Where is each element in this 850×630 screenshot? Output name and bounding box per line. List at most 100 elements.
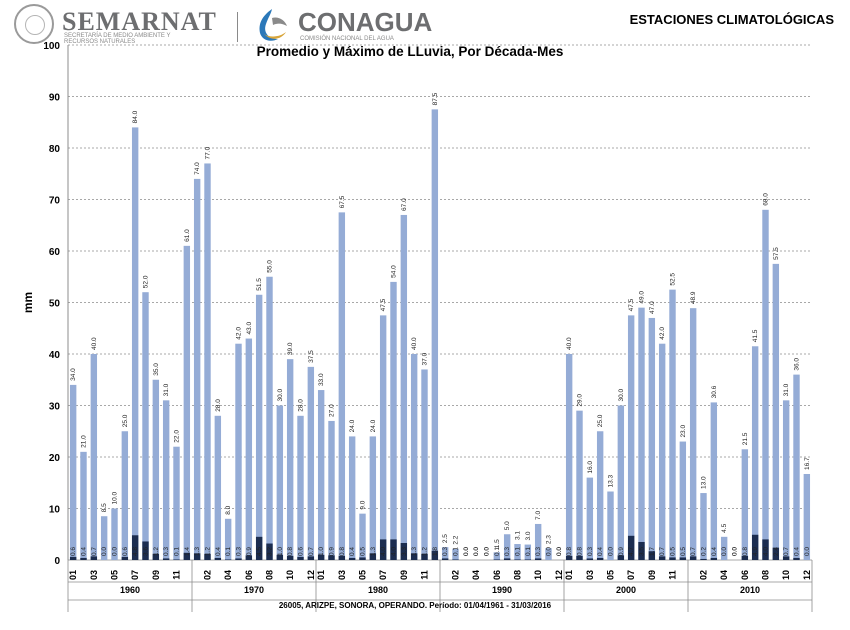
y-axis-label: mm xyxy=(21,292,35,313)
avg-data-label: 0.5 xyxy=(360,547,367,556)
max-bar xyxy=(741,449,749,560)
avg-data-label: 0.9 xyxy=(246,547,253,556)
avg-data-label: 0.8 xyxy=(742,547,749,556)
avg-bar xyxy=(782,556,790,560)
max-data-label: 67.5 xyxy=(339,195,346,208)
max-data-label: 61.0 xyxy=(184,229,191,242)
avg-bar xyxy=(193,553,201,560)
max-bar xyxy=(348,436,356,560)
avg-bar xyxy=(235,558,242,560)
max-bar xyxy=(793,374,800,560)
max-data-label: 43.0 xyxy=(246,322,253,335)
avg-bar xyxy=(297,556,304,560)
avg-bar xyxy=(286,555,294,560)
max-bar xyxy=(131,127,139,561)
y-tick-label: 60 xyxy=(49,247,61,258)
avg-bar xyxy=(772,547,780,560)
max-bar xyxy=(669,289,676,560)
avg-bar xyxy=(751,534,759,560)
max-bar xyxy=(286,359,294,560)
avg-bar xyxy=(90,556,98,560)
avg-bar xyxy=(266,543,273,560)
y-tick-label: 10 xyxy=(49,505,61,516)
avg-data-label: 0.9 xyxy=(618,547,625,556)
max-bar xyxy=(266,276,273,560)
max-data-label: 8.0 xyxy=(225,505,232,514)
avg-data-label: 0.5 xyxy=(680,547,687,556)
month-tick-label: 07 xyxy=(130,570,140,580)
max-data-label: 3.1 xyxy=(515,531,522,540)
max-data-label: 1.5 xyxy=(494,539,501,548)
month-tick-label: 08 xyxy=(265,570,275,580)
avg-data-label: 0.4 xyxy=(81,547,88,556)
avg-data-label: 3.2 xyxy=(267,547,274,556)
avg-data-label: 3.5 xyxy=(639,547,646,556)
max-data-label: 34.0 xyxy=(70,368,77,381)
max-bar xyxy=(607,491,614,560)
avg-data-label: 0.1 xyxy=(225,547,232,556)
max-data-label: 2.2 xyxy=(453,535,460,544)
avg-data-label: 0.4 xyxy=(215,547,222,556)
max-data-label: 16.7 xyxy=(804,457,811,470)
max-data-label: 28.0 xyxy=(215,399,222,412)
max-data-label: 30.0 xyxy=(277,388,284,401)
avg-data-label: 0.8 xyxy=(577,547,584,556)
avg-bar xyxy=(534,558,542,560)
avg-bar xyxy=(565,555,573,560)
month-tick-label: 03 xyxy=(337,570,347,580)
avg-data-label: 1.0 xyxy=(318,547,325,556)
month-tick-label: 09 xyxy=(399,570,409,580)
month-tick-label: 04 xyxy=(223,570,233,580)
avg-bar xyxy=(679,557,687,560)
avg-data-label: 4.0 xyxy=(380,547,387,556)
max-bar xyxy=(493,552,501,560)
y-tick-label: 50 xyxy=(49,299,61,310)
y-tick-label: 20 xyxy=(49,453,61,464)
avg-data-label: 0.0 xyxy=(473,547,480,556)
y-tick-label: 40 xyxy=(49,350,61,361)
max-bar xyxy=(152,379,160,560)
avg-data-label: 1.2 xyxy=(153,547,160,556)
month-tick-label: 12 xyxy=(306,570,316,580)
avg-bar xyxy=(173,559,180,560)
max-bar xyxy=(317,390,325,560)
max-bar xyxy=(524,544,532,560)
max-data-label: 30.0 xyxy=(618,388,625,401)
max-bar xyxy=(204,163,211,560)
max-bar xyxy=(751,346,759,560)
month-tick-label: 02 xyxy=(203,570,213,580)
max-data-label: 33.0 xyxy=(318,373,325,386)
avg-data-label: 0.0 xyxy=(721,547,728,556)
avg-data-label: 0.0 xyxy=(608,547,615,556)
estaciones-heading: ESTACIONES CLIMATOLÓGICAS xyxy=(629,12,834,27)
avg-data-label: 1.3 xyxy=(370,547,377,556)
max-bar xyxy=(162,400,170,560)
max-bar xyxy=(121,431,129,560)
avg-bar xyxy=(627,535,635,560)
max-data-label: 40.0 xyxy=(566,337,573,350)
avg-bar xyxy=(328,555,335,560)
max-bar xyxy=(224,518,232,560)
max-data-label: 74.0 xyxy=(194,162,201,175)
avg-data-label: 0.0 xyxy=(101,547,108,556)
max-bar xyxy=(710,402,718,560)
month-tick-label: 07 xyxy=(626,570,636,580)
max-data-label: 48.9 xyxy=(690,291,697,304)
month-tick-label: 05 xyxy=(358,570,368,580)
month-tick-label: 01 xyxy=(564,570,574,580)
avg-data-label: 0.0 xyxy=(112,547,119,556)
avg-data-label: 0.7 xyxy=(783,547,790,556)
avg-bar xyxy=(431,550,439,560)
avg-data-label: 0.1 xyxy=(174,547,181,556)
avg-bar xyxy=(162,558,170,560)
chart-title: Promedio y Máximo de LLuvia, Por Década-… xyxy=(256,44,564,59)
max-data-label: 0.0 xyxy=(473,547,480,556)
avg-data-label: 0.3 xyxy=(442,547,449,556)
max-data-label: 5.0 xyxy=(504,521,511,530)
max-bar xyxy=(400,214,408,560)
avg-bar xyxy=(276,554,284,560)
max-data-label: 29.0 xyxy=(577,394,584,407)
avg-bar xyxy=(131,535,139,560)
avg-data-label: 0.7 xyxy=(91,547,98,556)
max-data-label: 13.0 xyxy=(701,476,708,489)
